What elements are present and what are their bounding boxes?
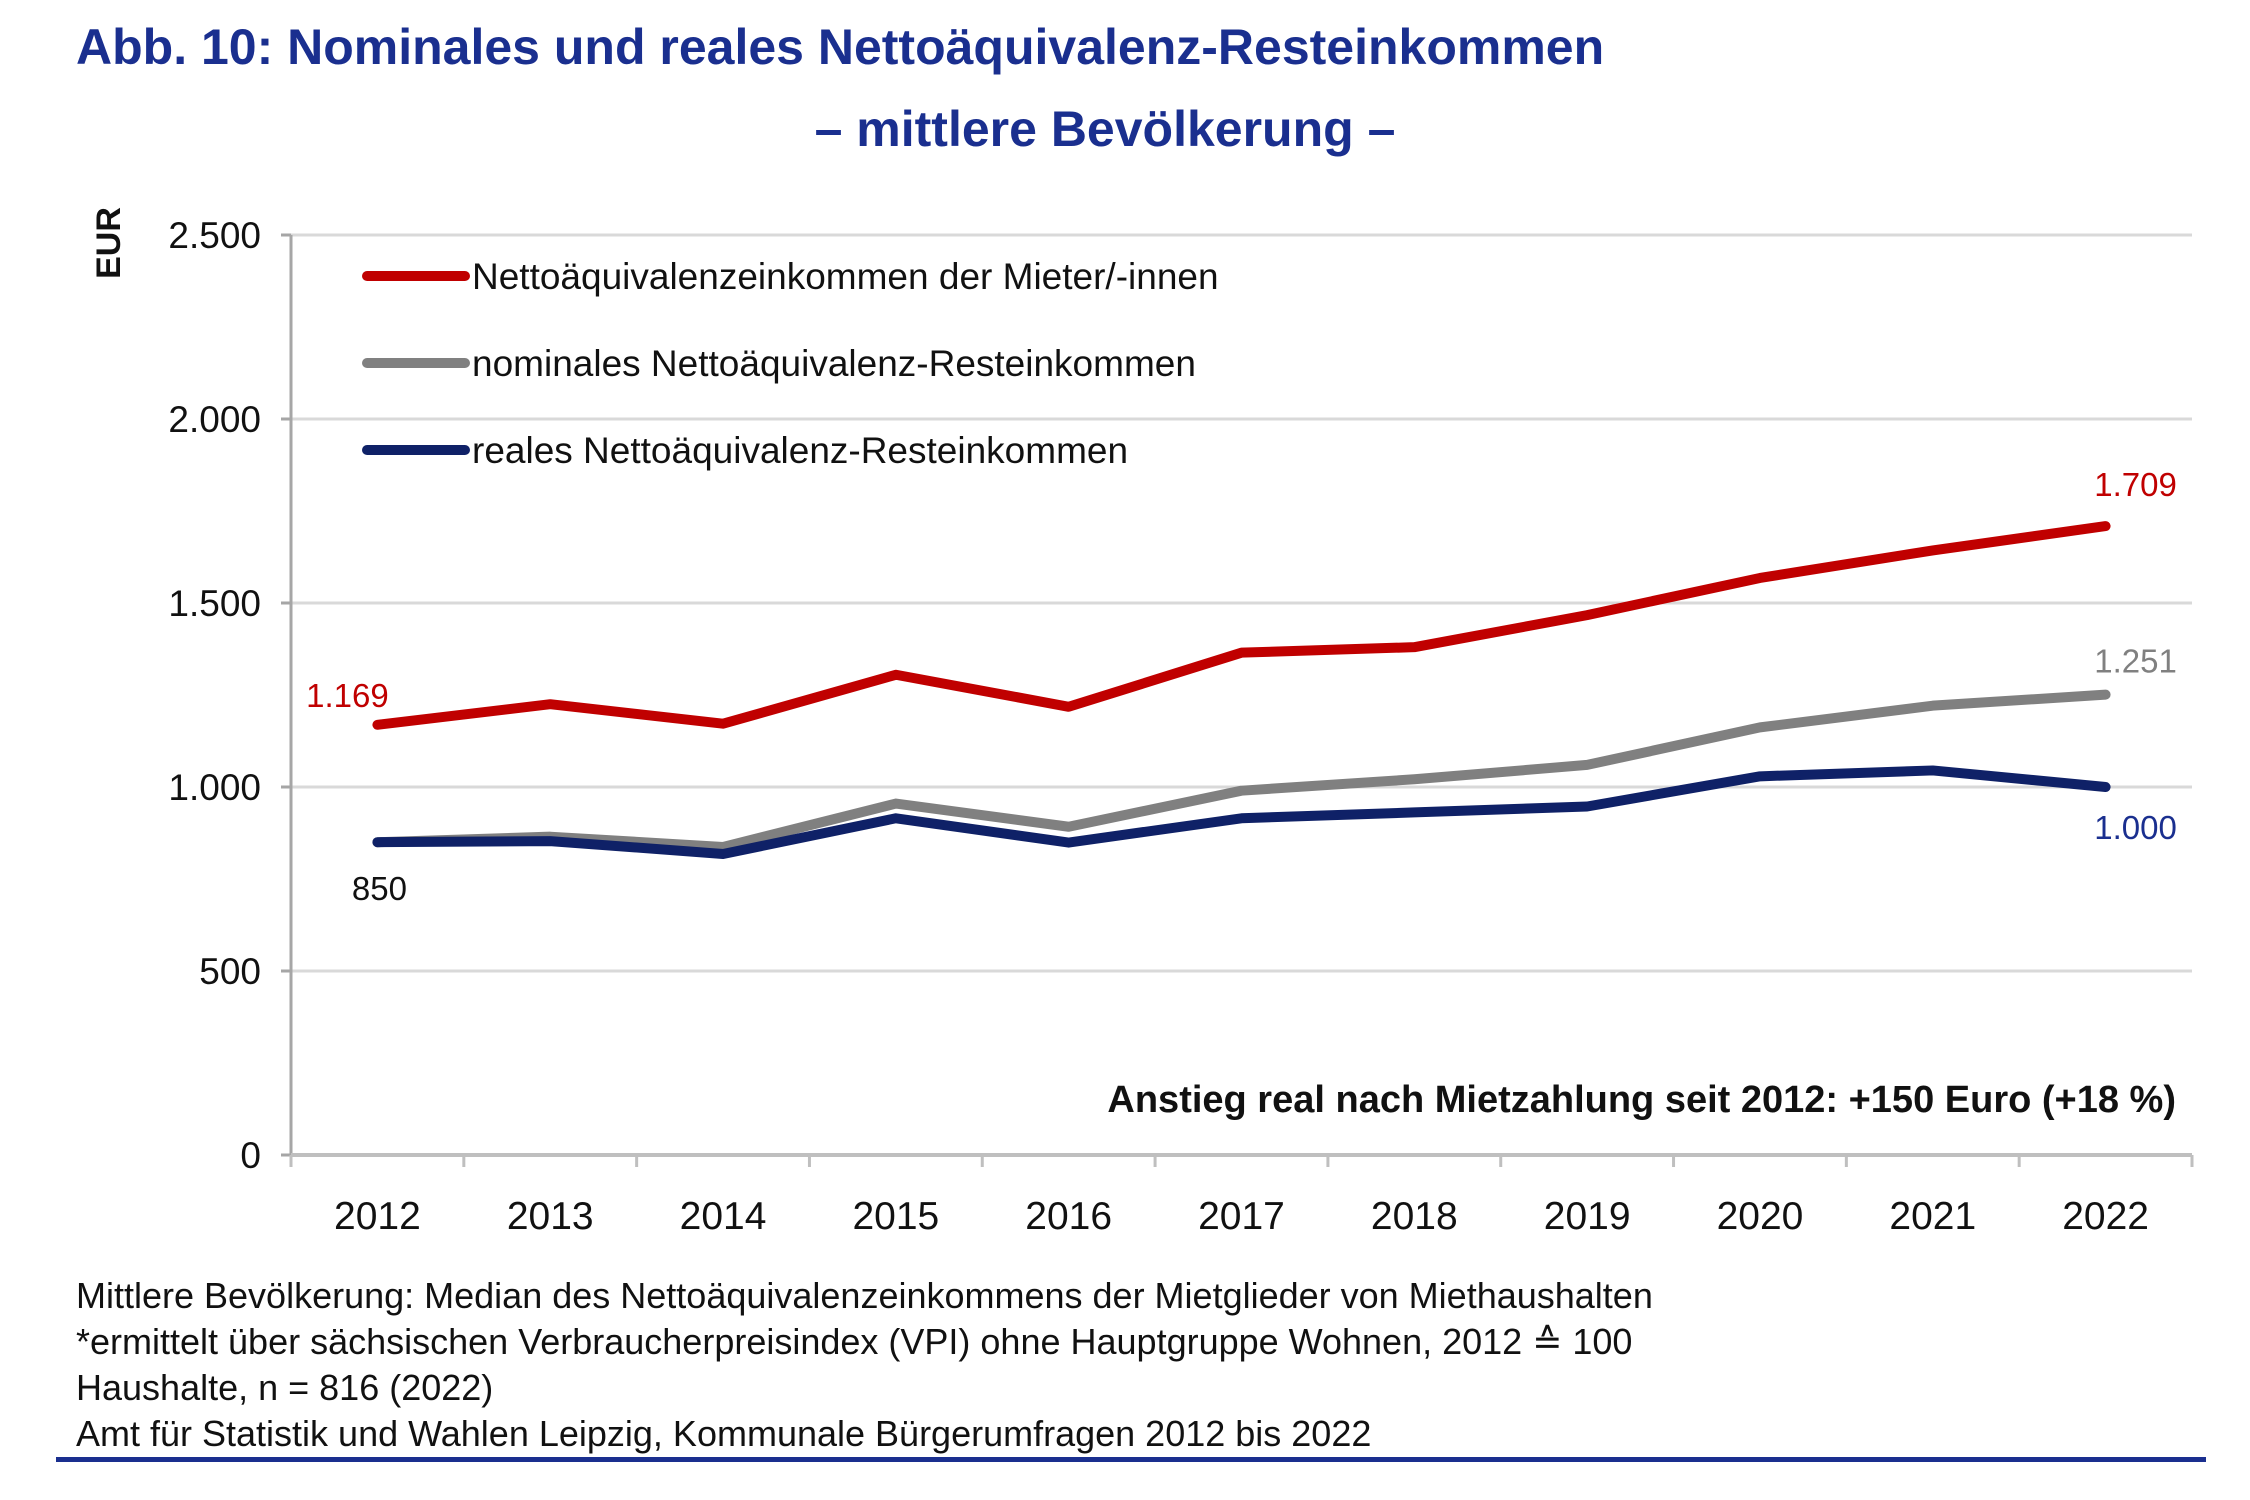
legend-label: Nettoäquivalenzeinkommen der Mieter/-inn… <box>472 256 1219 297</box>
chart-annotation: Anstieg real nach Mietzahlung seit 2012:… <box>1107 1079 2176 1121</box>
x-tick-label: 2018 <box>1371 1195 1458 1238</box>
data-label: 1.169 <box>306 677 389 714</box>
data-label: 1.709 <box>2094 466 2177 503</box>
chart-title-line2: – mittlere Bevölkerung – <box>814 101 1396 157</box>
y-tick-label: 0 <box>240 1135 261 1176</box>
legend-label: reales Nettoäquivalenz-Resteinkommen <box>472 430 1128 471</box>
x-tick-label: 2017 <box>1198 1195 1285 1238</box>
x-tick-label: 2019 <box>1544 1195 1631 1238</box>
y-tick-label: 2.000 <box>168 399 261 440</box>
chart-footnotes: Mittlere Bevölkerung: Median des Nettoäq… <box>76 1273 1653 1457</box>
line-chart: 0 500 1.000 1.500 2.000 2.500 2012 2013 2014 2015… <box>90 207 2194 1238</box>
series-line-1 <box>372 689 2111 852</box>
x-tick-label: 2014 <box>680 1195 767 1238</box>
x-tick-label: 2013 <box>507 1195 594 1238</box>
legend-item: nominales Nettoäquivalenz-Resteinkommen <box>362 343 1196 384</box>
y-tick-label: 1.500 <box>168 583 261 624</box>
y-tick-label: 2.500 <box>168 215 261 256</box>
legend-item: reales Nettoäquivalenz-Resteinkommen <box>362 430 1128 471</box>
x-tick-label: 2015 <box>852 1195 939 1238</box>
y-axis-label: EUR <box>90 207 128 279</box>
footer-divider <box>56 1457 2206 1462</box>
x-tick-label: 2022 <box>2062 1195 2149 1238</box>
footnote-vpi: *ermittelt über sächsischen Verbraucherp… <box>76 1321 1633 1362</box>
chart-title-line1: Abb. 10: Nominales und reales Nettoäquiv… <box>76 19 1605 75</box>
footnote-sample-size: Haushalte, n = 816 (2022) <box>76 1367 494 1408</box>
legend-label: nominales Nettoäquivalenz-Resteinkommen <box>472 343 1196 384</box>
data-label: 850 <box>352 870 407 907</box>
y-tick-label: 1.000 <box>168 767 261 808</box>
data-label: 1.000 <box>2094 809 2177 846</box>
series-line-0 <box>372 521 2111 730</box>
x-tick-label: 2016 <box>1025 1195 1112 1238</box>
footnote-definition: Mittlere Bevölkerung: Median des Nettoäq… <box>76 1275 1653 1316</box>
data-label: 1.251 <box>2094 643 2177 680</box>
legend-item: Nettoäquivalenzeinkommen der Mieter/-inn… <box>362 256 1219 297</box>
x-tick-label: 2012 <box>334 1195 421 1238</box>
y-tick-label: 500 <box>199 951 261 992</box>
x-tick-label: 2021 <box>1889 1195 1976 1238</box>
footnote-source: Amt für Statistik und Wahlen Leipzig, Ko… <box>76 1413 1372 1454</box>
series-line-2 <box>372 765 2111 859</box>
x-tick-label: 2020 <box>1717 1195 1804 1238</box>
